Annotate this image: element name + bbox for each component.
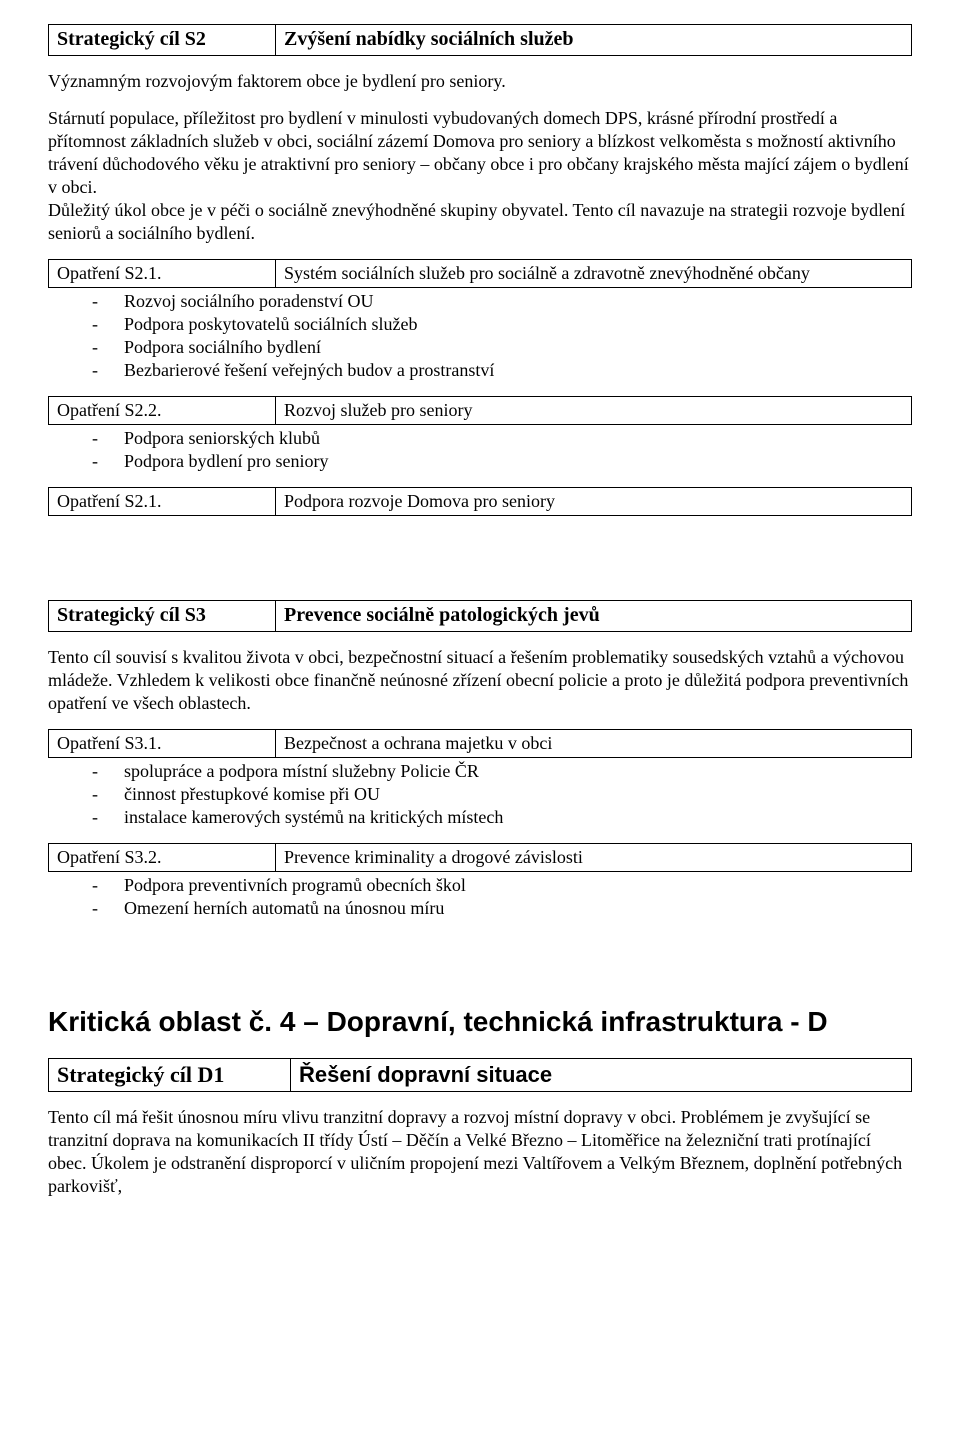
list-item: Podpora preventivních programů obecních … [48, 874, 912, 897]
goal-s2-title: Zvýšení nabídky sociálních služeb [276, 25, 912, 56]
measure-s3-2-items: Podpora preventivních programů obecních … [48, 874, 912, 920]
measure-s3-1-table: Opatření S3.1. Bezpečnost a ochrana maje… [48, 729, 912, 758]
measure-s2-2-table: Opatření S2.2. Rozvoj služeb pro seniory [48, 396, 912, 425]
measure-s2-1-items: Rozvoj sociálního poradenství OU Podpora… [48, 290, 912, 382]
list-item: činnost přestupkové komise při OU [48, 783, 912, 806]
page: Strategický cíl S2 Zvýšení nabídky sociá… [0, 0, 960, 1260]
measure-s2-1: Opatření S2.1. Systém sociálních služeb … [48, 259, 912, 382]
s2-paragraph-2: Stárnutí populace, příležitost pro bydle… [48, 107, 912, 245]
list-item: Podpora bydlení pro seniory [48, 450, 912, 473]
list-item: spolupráce a podpora místní služebny Pol… [48, 760, 912, 783]
measure-s2-2-title: Rozvoj služeb pro seniory [276, 396, 912, 424]
measure-s3-2-table: Opatření S3.2. Prevence kriminality a dr… [48, 843, 912, 872]
measure-s2-2: Opatření S2.2. Rozvoj služeb pro seniory… [48, 396, 912, 473]
list-item: instalace kamerových systémů na kritický… [48, 806, 912, 829]
measure-s3-2-label: Opatření S3.2. [49, 843, 276, 871]
measure-s3-1-title: Bezpečnost a ochrana majetku v obci [276, 729, 912, 757]
measure-s2-3-table: Opatření S2.1. Podpora rozvoje Domova pr… [48, 487, 912, 516]
measure-s2-3-label: Opatření S2.1. [49, 488, 276, 516]
measure-s2-3: Opatření S2.1. Podpora rozvoje Domova pr… [48, 487, 912, 516]
measure-s2-1-label: Opatření S2.1. [49, 259, 276, 287]
measure-s2-3-title: Podpora rozvoje Domova pro seniory [276, 488, 912, 516]
measure-s3-1: Opatření S3.1. Bezpečnost a ochrana maje… [48, 729, 912, 829]
s2-paragraph-2b: Důležitý úkol obce je v péči o sociálně … [48, 200, 905, 243]
goal-s2-table: Strategický cíl S2 Zvýšení nabídky sociá… [48, 24, 912, 56]
list-item: Bezbarierové řešení veřejných budov a pr… [48, 359, 912, 382]
goal-s3-title: Prevence sociálně patologických jevů [276, 601, 912, 632]
s2-paragraph-1: Významným rozvojovým faktorem obce je by… [48, 70, 912, 93]
goal-d1-label: Strategický cíl D1 [49, 1058, 291, 1091]
list-item: Rozvoj sociálního poradenství OU [48, 290, 912, 313]
area4-heading: Kritická oblast č. 4 – Dopravní, technic… [48, 1004, 912, 1040]
goal-s3-label: Strategický cíl S3 [49, 601, 276, 632]
spacer [48, 530, 912, 600]
measure-s3-1-items: spolupráce a podpora místní služebny Pol… [48, 760, 912, 829]
d1-paragraph-1: Tento cíl má řešit únosnou míru vlivu tr… [48, 1106, 912, 1198]
goal-s3-table: Strategický cíl S3 Prevence sociálně pat… [48, 600, 912, 632]
goal-s2-label: Strategický cíl S2 [49, 25, 276, 56]
measure-s3-2: Opatření S3.2. Prevence kriminality a dr… [48, 843, 912, 920]
s3-paragraph-1: Tento cíl souvisí s kvalitou života v ob… [48, 646, 912, 715]
list-item: Podpora poskytovatelů sociálních služeb [48, 313, 912, 336]
list-item: Podpora seniorských klubů [48, 427, 912, 450]
measure-s2-1-table: Opatření S2.1. Systém sociálních služeb … [48, 259, 912, 288]
measure-s2-1-title: Systém sociálních služeb pro sociálně a … [276, 259, 912, 287]
measure-s3-1-label: Opatření S3.1. [49, 729, 276, 757]
list-item: Podpora sociálního bydlení [48, 336, 912, 359]
measure-s3-2-title: Prevence kriminality a drogové závislost… [276, 843, 912, 871]
goal-d1-title: Řešení dopravní situace [291, 1058, 912, 1091]
goal-d1-table: Strategický cíl D1 Řešení dopravní situa… [48, 1058, 912, 1092]
measure-s2-2-label: Opatření S2.2. [49, 396, 276, 424]
list-item: Omezení herních automatů na únosnou míru [48, 897, 912, 920]
measure-s2-2-items: Podpora seniorských klubů Podpora bydlen… [48, 427, 912, 473]
s2-paragraph-2a: Stárnutí populace, příležitost pro bydle… [48, 108, 909, 197]
spacer [48, 934, 912, 1004]
